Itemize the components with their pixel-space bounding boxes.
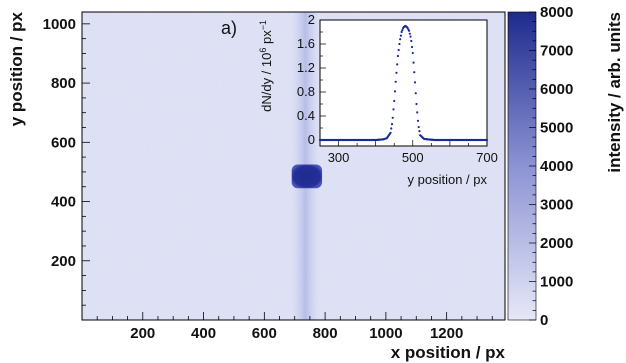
inset-data-point [397, 48, 400, 52]
inset-data-point [417, 125, 420, 129]
inset-data-point [413, 71, 416, 74]
inset-data-point [390, 123, 394, 126]
colorbar-tick-label: 3000 [540, 197, 573, 214]
y-tick-label: 600 [51, 134, 76, 151]
inset-data-point [391, 116, 394, 119]
colorbar-tick-label: 8000 [540, 4, 573, 21]
x-tick-label: 600 [252, 325, 277, 342]
inset-x-axis-title: y position / px [408, 172, 488, 187]
inset-data-point [392, 108, 395, 111]
inset-data-point [398, 42, 401, 46]
inset-data-point [399, 38, 402, 41]
inset-y-ticks: 0 0.4 0.8 1.2 1.6 2 [297, 12, 326, 147]
y-tick-label: 200 [51, 253, 76, 270]
y-tick-label: 400 [51, 194, 76, 211]
colorbar-ticks: 0 1000 2000 3000 4000 5000 6000 7000 8000 [529, 4, 573, 329]
inset-y-tick-label: 0 [308, 132, 315, 147]
inset-data-point [396, 54, 400, 58]
inset-data-point [416, 119, 420, 122]
panel-label: a) [221, 18, 237, 38]
colorbar-tick-label: 6000 [540, 81, 573, 98]
inset-data-point [415, 102, 418, 106]
inset-data-point [416, 111, 419, 114]
x-tick-label: 200 [130, 325, 155, 342]
inset-data-point [408, 32, 411, 35]
plot-frame [81, 11, 506, 321]
inset-x-ticks: 300 500 700 [319, 140, 498, 165]
inset-y-tick-label: 0.4 [297, 108, 315, 123]
colorbar-tick-label: 7000 [540, 43, 573, 60]
colorbar: 0 1000 2000 3000 4000 5000 6000 7000 8000 [507, 4, 573, 329]
x-tick-label: 1200 [430, 325, 463, 342]
intensity-spot [291, 164, 323, 189]
inset-data-point [390, 127, 393, 130]
inset-data-point [407, 29, 411, 32]
y-axis-ticks: 200 400 600 800 1000 [43, 16, 90, 321]
x-axis-ticks: 200 400 600 800 1000 1200 [81, 312, 493, 342]
inset-panel: 300 500 700 0 0.4 0.8 1.2 1.6 2 [297, 12, 498, 165]
colorbar-tick-label: 1000 [540, 274, 573, 291]
x-tick-label: 1000 [369, 325, 402, 342]
inset-data-point [394, 80, 397, 83]
inset-y-tick-label: 0.8 [297, 84, 315, 99]
inset-data-point [418, 130, 421, 133]
x-tick-label: 400 [191, 325, 216, 342]
inset-background [320, 20, 487, 146]
inset-data-points [318, 24, 489, 142]
inset-data-point [395, 71, 398, 74]
inset-data-point [396, 63, 399, 66]
inset-y-tick-label: 2 [308, 12, 315, 27]
inset-y-axis-title: dN/dy / 106 px−1 [258, 20, 274, 112]
inset-data-point [393, 90, 397, 93]
colorbar-tick-label: 2000 [540, 235, 573, 252]
inset-data-point [414, 92, 417, 95]
inset-x-tick-label: 700 [476, 150, 498, 165]
colorbar-title: intensity / arb. units [605, 12, 624, 173]
inset-data-point [400, 30, 403, 34]
inset-data-point [401, 28, 404, 32]
colorbar-tick-label: 5000 [540, 120, 573, 137]
inset-data-point [389, 131, 392, 134]
colorbar-tick-label: 4000 [540, 158, 573, 175]
inset-data-point [410, 39, 413, 43]
inset-frame [319, 19, 488, 147]
y-tick-label: 800 [51, 75, 76, 92]
colorbar-tick-label: 0 [540, 312, 548, 329]
y-axis-title: y position / px [7, 11, 26, 126]
inset-data-point [413, 81, 417, 84]
inset-y-tick-label: 1.6 [297, 36, 315, 51]
inset-y-tick-label: 1.2 [297, 60, 315, 75]
x-tick-label: 800 [313, 325, 338, 342]
inset-x-tick-label: 300 [328, 150, 350, 165]
inset-data-point [485, 138, 489, 142]
inset-data-point [393, 99, 396, 103]
inset-data-point [409, 35, 412, 38]
y-tick-label: 1000 [43, 16, 76, 33]
inset-data-point [410, 45, 414, 49]
inset-data-point [411, 51, 414, 55]
x-axis-title: x position / px [391, 343, 506, 362]
inset-data-point [399, 34, 403, 37]
inset-data-point [412, 61, 415, 64]
inset-x-tick-label: 500 [402, 150, 424, 165]
